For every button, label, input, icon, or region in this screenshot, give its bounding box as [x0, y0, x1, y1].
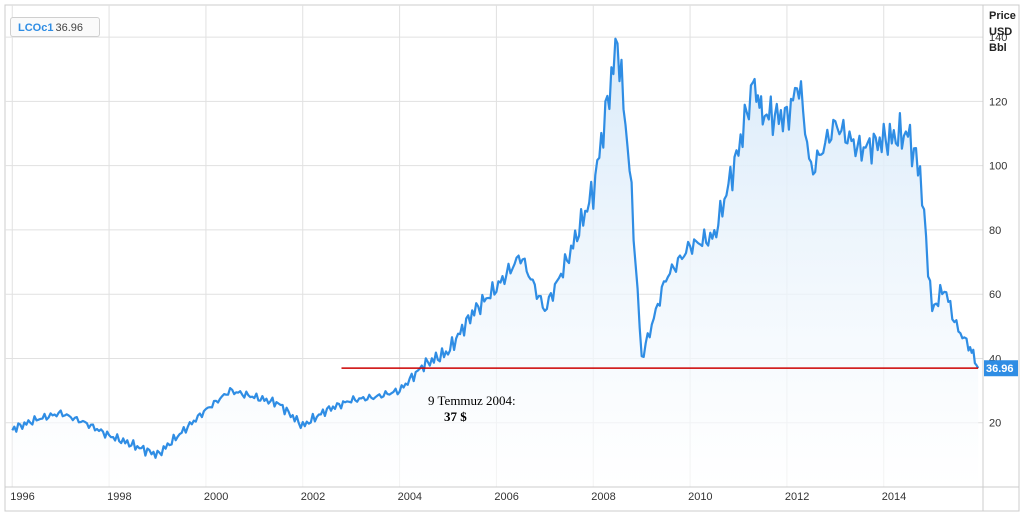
y-tick-label: 80	[989, 225, 1001, 237]
last-price-label: 36.96	[986, 363, 1014, 375]
legend-value: 36.96	[55, 22, 83, 34]
y-tick-label: 60	[989, 289, 1001, 301]
y-tick-label: 120	[989, 96, 1007, 108]
x-tick-label: 2010	[688, 491, 712, 503]
last-price-badge	[984, 360, 1018, 377]
legend-symbol: LCOc1	[18, 22, 54, 34]
y-axis-title-usd: USD	[989, 26, 1012, 38]
y-tick-label: 100	[989, 161, 1007, 173]
series-area-fill	[12, 38, 979, 487]
x-tick-label: 2004	[398, 491, 422, 503]
annotation-price: 37 $	[444, 409, 467, 424]
y-tick-label: 20	[989, 418, 1001, 430]
y-axis-title-price: Price	[989, 10, 1016, 22]
y-axis-title-bbl: Bbl	[989, 42, 1007, 54]
x-tick-label: 2000	[204, 491, 228, 503]
x-tick-label: 2002	[301, 491, 325, 503]
x-tick-label: 2008	[591, 491, 615, 503]
y-tick-label: 140	[989, 32, 1007, 44]
x-tick-label: 2012	[785, 491, 809, 503]
annotation-date: 9 Temmuz 2004:	[428, 393, 516, 408]
x-tick-label: 1996	[10, 491, 34, 503]
x-tick-label: 2014	[882, 491, 906, 503]
series-line	[11, 37, 980, 459]
legend: LCOc1 36.96	[10, 17, 100, 37]
x-tick-label: 2006	[494, 491, 518, 503]
x-tick-label: 1998	[107, 491, 131, 503]
